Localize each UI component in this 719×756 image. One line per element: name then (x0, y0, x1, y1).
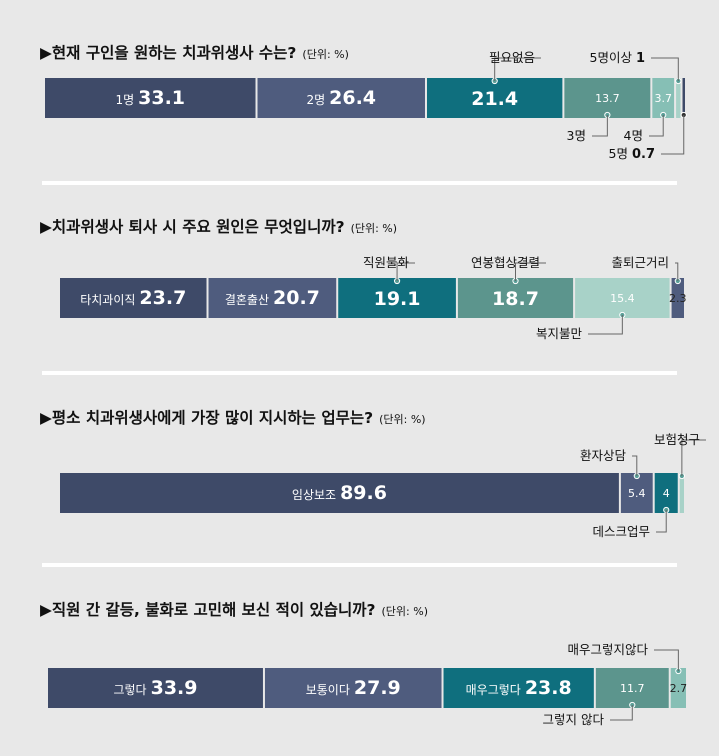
chart-panel-4: ▶직원 간 갈등, 불화로 고민해 보신 적이 있습니까? (단위: %) 그렇다 3… (40, 600, 687, 727)
bar-segment-2 (208, 278, 337, 318)
leader-line (588, 315, 623, 335)
segment-value-label: 13.7 (595, 92, 620, 105)
segment-inline-label: 타치과이직 23.7 (80, 287, 186, 309)
segment-inline-label: 2명 26.4 (306, 87, 376, 109)
segment-value-label: 11.7 (620, 682, 645, 695)
bar-segment-1 (60, 278, 207, 318)
leader-line (651, 57, 679, 81)
bar-segment-4 (564, 78, 651, 118)
segment-inline-label: 매우그렇다 23.8 (466, 677, 572, 699)
segment-callout: 5명이상 1 (590, 50, 646, 66)
segment-callout: 데스크업무 (592, 524, 650, 539)
segment-callout: 직원불화 (363, 255, 410, 270)
segment-value-label: 2.3 (669, 292, 687, 305)
leader-line (514, 262, 546, 281)
segment-callout: 보험청구 (654, 432, 700, 447)
bar-segment-5 (652, 78, 675, 118)
bar-segment-2 (264, 668, 442, 708)
leader-line (661, 115, 685, 155)
leader-line (396, 262, 415, 281)
leader-line (649, 115, 664, 137)
segment-callout: 4명 (624, 128, 643, 143)
panel-divider (42, 371, 677, 375)
segment-value-label: 15.4 (610, 292, 635, 305)
segment-value-label: 2.7 (670, 682, 688, 695)
bar-segment-4 (679, 473, 684, 513)
bar-segment-3 (443, 668, 594, 708)
chart-panel-2: ▶치과위생사 퇴사 시 주요 원인은 무엇입니까? (단위: %) 타치과이직 23.… (40, 218, 687, 341)
chart-title: ▶평소 치과위생사에게 가장 많이 지시하는 업무는? (40, 408, 373, 427)
segment-inline-label: 결혼출산 20.7 (225, 287, 320, 309)
segment-value-label: 5.4 (628, 487, 646, 500)
leader-line (632, 455, 638, 476)
bar-segment-6 (671, 278, 684, 318)
chart-panel-3: ▶평소 치과위생사에게 가장 많이 지시하는 업무는? (단위: %) 임상보조 89… (40, 408, 706, 539)
segment-callout: 복지불만 (536, 326, 583, 341)
bar-segment-1 (45, 78, 256, 118)
segment-inline-label: 그렇다 33.9 (113, 677, 197, 699)
units-label: (단위: %) (302, 48, 348, 61)
segment-callout: 그렇지 않다 (543, 712, 605, 727)
leader-line (675, 262, 679, 281)
segment-value-label: 3.7 (654, 92, 672, 105)
segment-callout: 필요없음 (489, 50, 535, 65)
segment-inline-label: 임상보조 89.6 (292, 482, 387, 504)
bar-segment-5 (575, 278, 670, 318)
chart-panel-1: ▶현재 구인을 원하는 치과위생사 수는? (단위: %) 1명 33.1 2명 26.4… (40, 43, 687, 162)
bar-segment-7 (682, 78, 685, 118)
bar-segment-6 (676, 78, 681, 118)
leader-line (494, 57, 541, 81)
units-label: (단위: %) (379, 413, 425, 426)
bar-segment-3 (654, 473, 678, 513)
segment-callout: 연봉협상결렬 (471, 255, 540, 270)
bar-segment-1 (48, 668, 263, 708)
segment-callout: 3명 (567, 128, 586, 143)
leader-line (592, 115, 608, 137)
panel-divider (42, 563, 677, 567)
bar-segment-4 (457, 278, 574, 318)
bar-segment-5 (670, 668, 686, 708)
bar-segment-4 (595, 668, 669, 708)
segment-callout: 매우그렇지않다 (567, 642, 648, 657)
bar-segment-2 (257, 78, 425, 118)
segment-value-label: 21.4 (471, 88, 518, 110)
bar-segment-3 (338, 278, 456, 318)
segment-inline-label: 보통이다 27.9 (306, 677, 401, 699)
leader-line (610, 705, 633, 721)
segment-value-label: 4 (663, 487, 670, 500)
bar-segment-2 (620, 473, 653, 513)
leader-line (656, 510, 667, 533)
chart-title: ▶현재 구인을 원하는 치과위생사 수는? (40, 43, 296, 62)
units-label: (단위: %) (351, 222, 397, 235)
panel-divider (42, 181, 677, 185)
segment-value-label: 19.1 (374, 288, 421, 310)
leader-line (654, 649, 679, 671)
segment-value-label: 18.7 (492, 288, 539, 310)
chart-title: ▶직원 간 갈등, 불화로 고민해 보신 적이 있습니까? (40, 600, 376, 619)
units-label: (단위: %) (382, 605, 428, 618)
bar-segment-3 (426, 78, 563, 118)
bar-segment-1 (60, 473, 619, 513)
segment-callout: 5명 0.7 (609, 146, 655, 162)
segment-callout: 출퇴근거리 (611, 255, 669, 270)
segment-inline-label: 1명 33.1 (115, 87, 185, 109)
segment-callout: 환자상담 (580, 448, 627, 463)
chart-title: ▶치과위생사 퇴사 시 주요 원인은 무엇입니까? (40, 218, 345, 236)
leader-line (681, 439, 706, 476)
